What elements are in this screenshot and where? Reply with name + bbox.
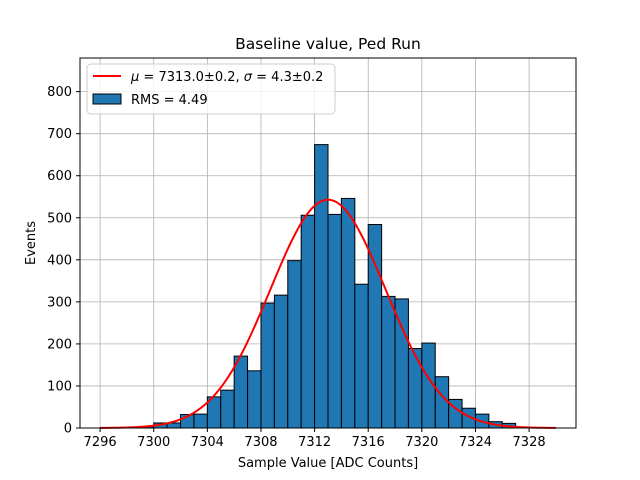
y-tick-label: 800 [47,85,72,100]
legend-fit-label: μ = 7313.0±0.2, σ = 4.3±0.2 [130,70,323,85]
histogram-bar [233,355,249,429]
histogram-bar [220,389,235,429]
legend-mu-value: = 7313.0±0.2, [139,70,243,85]
y-tick-label: 100 [47,379,72,394]
legend: μ = 7313.0±0.2, σ = 4.3±0.2 RMS = 4.49 [86,63,336,115]
y-tick-label: 400 [47,253,72,268]
legend-sigma-value: = 4.3±0.2 [252,70,323,85]
y-tick-label: 300 [47,295,72,310]
x-tick-label: 7328 [513,435,546,450]
y-axis-title: Events [24,221,39,265]
histogram-bar [300,214,316,429]
x-tick-label: 7324 [459,435,492,450]
legend-mu-symbol: μ [130,70,139,85]
histogram-bar [354,283,369,429]
x-tick-label: 7316 [352,435,385,450]
y-axis-ticks: 0 100 200 300 400 500 600 700 800 [47,85,80,437]
chart-title: Baseline value, Ped Run [235,35,421,53]
histogram-bar [381,295,396,429]
histogram-bar [407,348,423,429]
histogram-bar [314,144,329,429]
x-axis-ticks: 7296 7300 7304 7308 7312 7316 7320 7324 7328 [84,428,546,450]
y-tick-label: 200 [47,337,72,352]
histogram-bar [193,413,208,429]
x-axis-title: Sample Value [ADC Counts] [238,456,418,471]
gaussian-fit-curve [100,198,556,429]
x-tick-label: 7296 [84,435,117,450]
plot-frame [79,57,577,429]
histogram-bar [287,260,302,429]
histogram-bar [273,294,289,429]
histogram-bar [260,302,275,429]
histogram-bar [247,370,262,429]
x-tick-label: 7304 [191,435,224,450]
legend-sigma-symbol: σ [244,70,253,85]
histogram-bars [126,144,517,429]
y-tick-label: 0 [64,422,72,437]
histogram-bar [327,213,342,429]
y-tick-label: 700 [47,127,72,142]
x-tick-label: 7320 [405,435,438,450]
x-tick-label: 7312 [298,435,331,450]
x-tick-label: 7300 [137,435,170,450]
y-tick-label: 500 [47,211,72,226]
histogram-bar [434,376,450,429]
legend-histogram-label: RMS = 4.49 [131,93,208,108]
y-tick-label: 600 [47,169,72,184]
x-tick-label: 7308 [244,435,277,450]
histogram-bar [340,197,356,429]
legend-histogram-swatch [92,93,122,105]
legend-box [86,63,336,115]
